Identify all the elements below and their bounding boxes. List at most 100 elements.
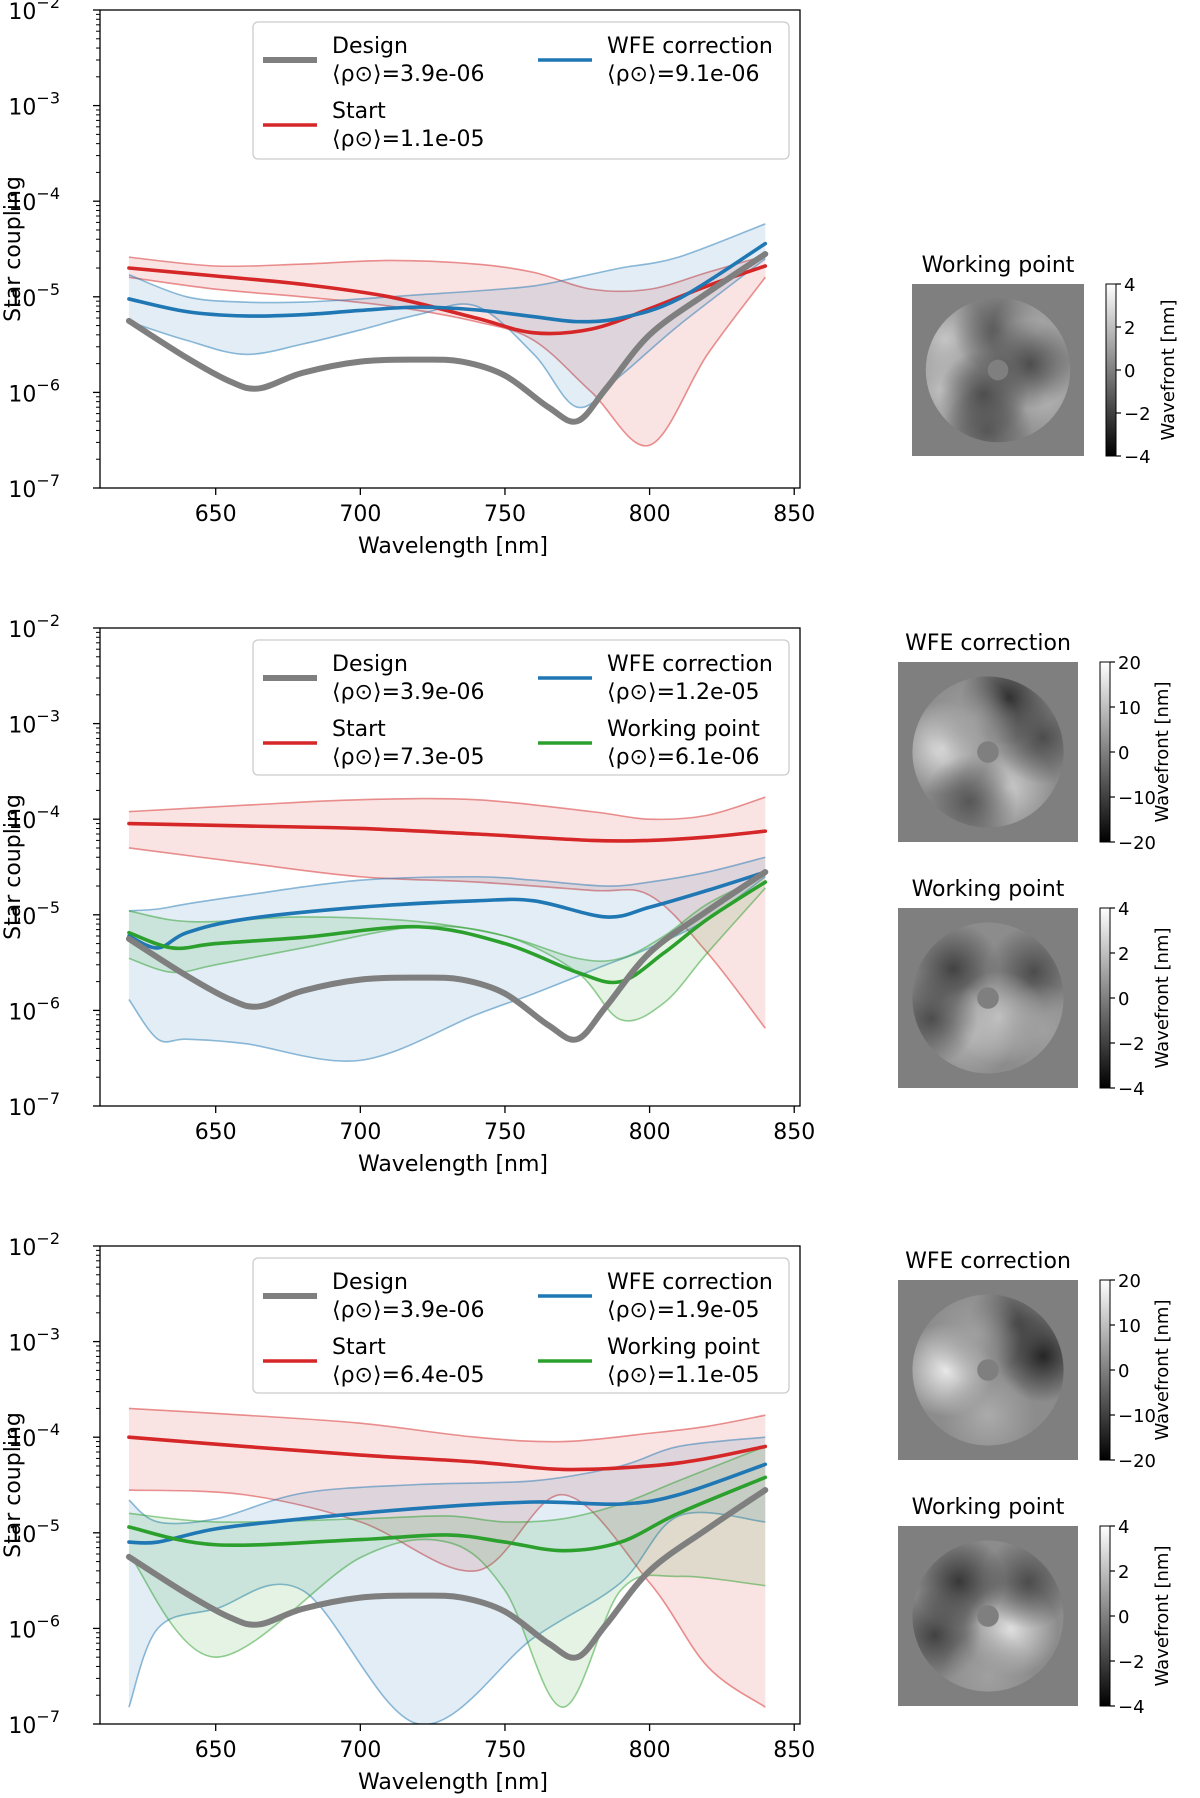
series-line-start — [127, 1435, 768, 1472]
x-tick-label: 750 — [484, 1120, 526, 1145]
colorbar-label: Wavefront [nm] — [1152, 682, 1173, 823]
band-upper-wfe-correction — [128, 856, 766, 912]
band-lower-wfe-correction — [128, 258, 766, 409]
legend-label: Start — [332, 99, 386, 124]
x-tick-label: 850 — [773, 1120, 815, 1145]
colorbar — [1105, 283, 1117, 457]
legend-label: WFE correction — [607, 652, 773, 677]
colorbar-tick-label: −4 — [1118, 1079, 1145, 1100]
series-line-wfe-correction — [127, 1462, 768, 1545]
wavefront-map-2-1: WFE correction 20 10 0 −10 −20 Wavefront [nm] — [898, 631, 1173, 854]
legend-stat: ⟨ρ⊙⟩=1.1e-05 — [607, 1363, 759, 1388]
colorbar-tick-label: 10 — [1118, 698, 1141, 719]
legend-stat: ⟨ρ⊙⟩=6.1e-06 — [607, 745, 759, 770]
band-working-point — [128, 875, 766, 1021]
colorbar-tick-label: 20 — [1118, 653, 1141, 674]
series-line-working-point — [127, 1475, 768, 1553]
wavefront-blob — [985, 319, 1071, 410]
legend-label: Working point — [607, 1335, 760, 1360]
colorbar-label: Wavefront [nm] — [1158, 300, 1179, 441]
colorbar-tick-label: 10 — [1118, 1316, 1141, 1337]
colorbar — [1099, 1525, 1111, 1707]
colorbar-label: Wavefront [nm] — [1152, 928, 1173, 1069]
x-tick-label: 800 — [629, 502, 671, 527]
colorbar-tick-label: −20 — [1118, 1451, 1156, 1472]
y-tick-label: 10−2 — [8, 0, 60, 25]
axes-frame — [99, 627, 801, 1107]
legend-entry-start: Start ⟨ρ⊙⟩=7.3e-05 — [263, 717, 484, 770]
y-axis-label: Star coupling — [1, 794, 26, 940]
band-upper-wfe-correction — [128, 1436, 766, 1525]
legend-label: Start — [332, 717, 386, 742]
series-line-start — [127, 821, 768, 843]
colorbar-tick-label: −4 — [1118, 1697, 1145, 1718]
x-tick-label: 700 — [339, 502, 381, 527]
central-obscuration — [977, 741, 999, 763]
map-title: Working point — [912, 1495, 1065, 1520]
legend-entry-start: Start ⟨ρ⊙⟩=6.4e-05 — [263, 1335, 484, 1388]
wavefront-blob — [995, 690, 1064, 785]
band-wfe-correction — [128, 857, 766, 1062]
colorbar — [1099, 661, 1111, 843]
band-wfe-correction — [128, 223, 766, 408]
legend-entry-wfe-correction: WFE correction ⟨ρ⊙⟩=1.9e-05 — [538, 1270, 773, 1323]
plot-area — [125, 1407, 769, 1724]
y-axis-label: Star coupling — [1, 176, 26, 322]
legend-stat: ⟨ρ⊙⟩=1.1e-05 — [332, 127, 484, 152]
plot-area — [125, 223, 769, 447]
legend-label: WFE correction — [607, 1270, 773, 1295]
y-tick-label: 10−6 — [8, 993, 60, 1025]
band-lower-start — [128, 1489, 766, 1708]
map-title: WFE correction — [905, 1249, 1071, 1274]
y-tick-label: 10−6 — [8, 375, 60, 407]
map-title: Working point — [912, 877, 1065, 902]
colorbar-tick-label: 2 — [1124, 318, 1135, 339]
wavefront-map-3-1: WFE correction 20 10 0 −10 −20 Wavefront [nm] — [898, 1249, 1173, 1472]
legend-label: Start — [332, 1335, 386, 1360]
y-tick-label: 10−7 — [8, 1089, 60, 1121]
legend-entry-working-point: Working point ⟨ρ⊙⟩=6.1e-06 — [538, 717, 760, 770]
legend-stat: ⟨ρ⊙⟩=3.9e-06 — [332, 62, 484, 87]
legend-entry-design: Design ⟨ρ⊙⟩=3.9e-06 — [263, 34, 484, 87]
map-title: WFE correction — [905, 631, 1071, 656]
y-tick-label: 10−2 — [8, 611, 60, 643]
band-upper-start — [128, 1407, 766, 1443]
legend-stat: ⟨ρ⊙⟩=3.9e-06 — [332, 680, 484, 705]
x-axis-label: Wavelength [nm] — [358, 1152, 548, 1177]
y-tick-label: 10−7 — [8, 471, 60, 503]
colorbar-tick-label: −2 — [1124, 404, 1151, 425]
wavefront-blob — [941, 1368, 1035, 1446]
legend-stat: ⟨ρ⊙⟩=7.3e-05 — [332, 745, 484, 770]
colorbar-tick-label: 4 — [1118, 1517, 1129, 1538]
wavefront-blob — [912, 971, 979, 1066]
y-tick-label: 10−3 — [8, 707, 60, 739]
band-upper-wfe-correction — [128, 223, 766, 304]
band-lower-wfe-correction — [128, 1511, 766, 1724]
x-axis-label: Wavelength [nm] — [358, 1770, 548, 1795]
legend-entry-wfe-correction: WFE correction ⟨ρ⊙⟩=9.1e-06 — [538, 34, 773, 87]
colorbar-tick-label: 0 — [1118, 1361, 1129, 1382]
colorbar-tick-label: −10 — [1118, 788, 1156, 809]
colorbar — [1099, 1279, 1111, 1461]
colorbar-tick-label: 20 — [1118, 1271, 1141, 1292]
y-tick-label: 10−3 — [8, 1325, 60, 1357]
x-axis-label: Wavelength [nm] — [358, 534, 548, 559]
x-tick-label: 800 — [629, 1120, 671, 1145]
x-tick-label: 700 — [339, 1738, 381, 1763]
series-line-design — [125, 1487, 769, 1661]
series-line-working-point — [127, 880, 768, 985]
band-upper-working-point — [128, 1445, 766, 1523]
central-obscuration — [987, 359, 1009, 381]
colorbar-tick-label: 0 — [1118, 743, 1129, 764]
central-obscuration — [977, 987, 999, 1009]
legend-label: Working point — [607, 717, 760, 742]
x-tick-label: 750 — [484, 1738, 526, 1763]
colorbar-tick-label: −4 — [1124, 447, 1151, 468]
colorbar-label: Wavefront [nm] — [1152, 1546, 1173, 1687]
wavefront-blob — [942, 385, 1033, 443]
colorbar-tick-label: 2 — [1118, 944, 1129, 965]
x-tick-label: 800 — [629, 1738, 671, 1763]
